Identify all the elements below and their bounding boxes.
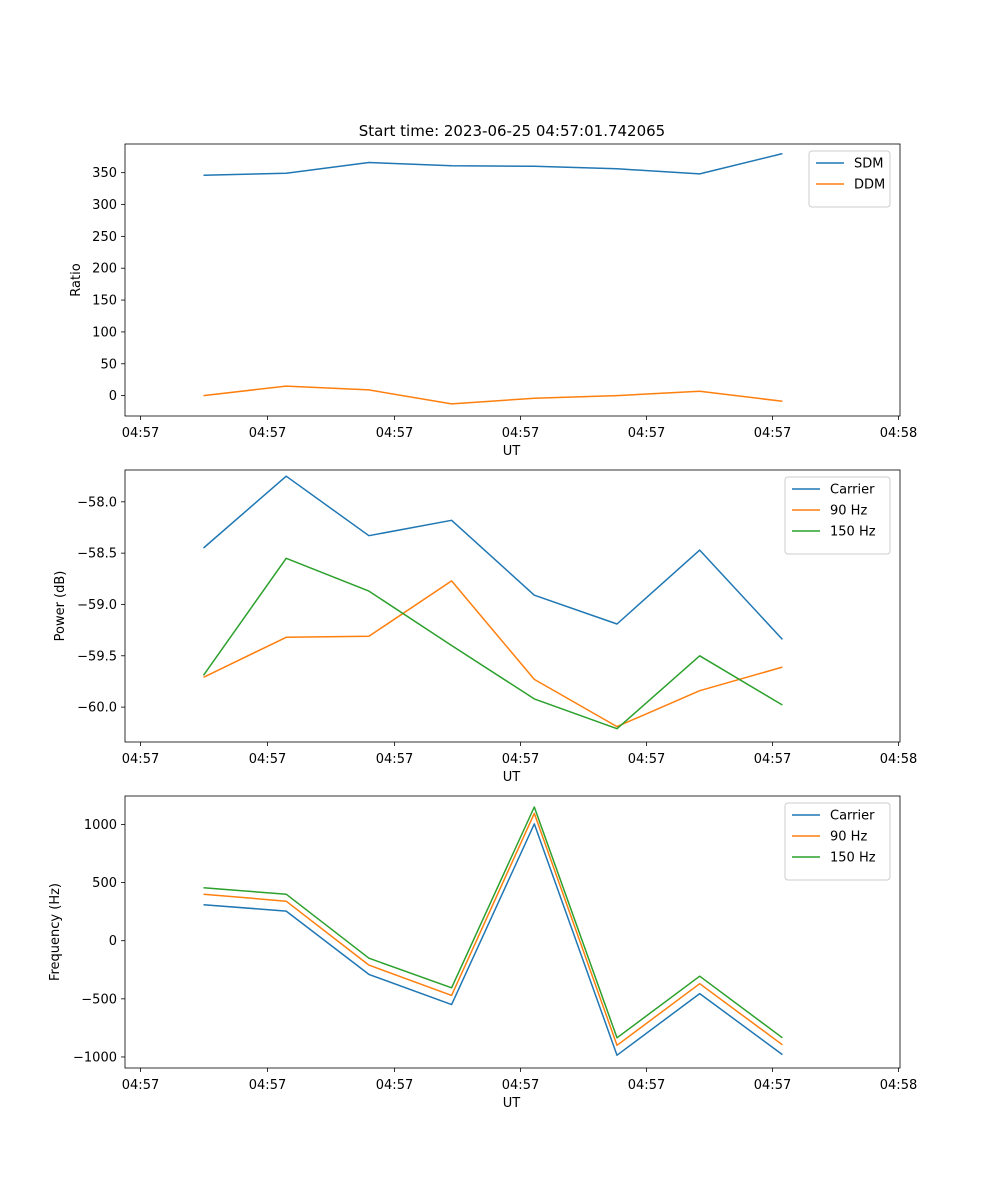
legend-frame	[784, 802, 891, 881]
x-tick-label: 04:57	[502, 426, 539, 441]
x-axis-label: UT	[503, 1096, 521, 1111]
x-tick-label: 04:57	[122, 426, 159, 441]
y-tick-label: −58.0	[77, 495, 117, 510]
series-line-150-hz	[202, 557, 783, 730]
y-tick-label: 300	[92, 198, 117, 213]
x-tick-label: 04:58	[880, 752, 917, 767]
legend-label: 150 Hz	[830, 525, 876, 540]
series-line-90-hz	[203, 812, 783, 1047]
x-tick-label: 04:57	[249, 752, 286, 767]
y-tick-label: −59.0	[77, 598, 117, 613]
x-tick-label: 04:58	[880, 426, 917, 441]
x-tick-label: 04:57	[376, 426, 413, 441]
y-tick-label: −60.0	[77, 701, 117, 716]
y-tick-label: 500	[92, 876, 117, 891]
y-tick-label: 100	[92, 325, 117, 340]
y-tick-label: 250	[92, 230, 117, 245]
subplot-3: −1000 −500 0 500 1000 04:57 04:57 04:57 04:57 04:…	[48, 795, 917, 1111]
y-tick-label: −1000	[73, 1050, 117, 1065]
x-tick-label: 04:57	[628, 752, 665, 767]
x-tick-label: 04:57	[249, 1078, 286, 1093]
legend-label: 90 Hz	[830, 830, 867, 845]
series-line-carrier	[203, 823, 783, 1056]
x-tick-label: 04:57	[502, 1078, 539, 1093]
x-tick-label: 04:58	[880, 1078, 917, 1093]
y-tick-label: 0	[109, 389, 117, 404]
legend: Carrier 90 Hz 150 Hz	[784, 476, 891, 555]
series-line-sdm	[203, 152, 783, 176]
x-tick-label: 04:57	[122, 1078, 159, 1093]
x-axis-label: UT	[503, 770, 521, 785]
x-tick-label: 04:57	[628, 426, 665, 441]
y-tick-label: −58.5	[77, 547, 117, 562]
y-tick-label: 1000	[84, 818, 117, 833]
y-axis-label: Power (dB)	[53, 571, 68, 642]
subplots: 0 50 100 150 200 250 300 350 04:57 04:57 04:57 04:5…	[48, 143, 917, 1111]
x-tick-label: 04:57	[754, 1078, 791, 1093]
legend-label: Carrier	[830, 809, 875, 824]
axes-frame	[124, 795, 901, 1069]
y-tick-label: 350	[92, 166, 117, 181]
series-line-90-hz	[203, 580, 783, 728]
x-tick-label: 04:57	[754, 426, 791, 441]
legend: Carrier 90 Hz 150 Hz	[784, 802, 891, 881]
legend: SDM DDM	[808, 150, 891, 208]
y-tick-label: −500	[81, 992, 117, 1007]
x-tick-label: 04:57	[122, 752, 159, 767]
legend-frame	[808, 150, 891, 208]
series-line-150-hz	[203, 806, 783, 1039]
x-tick-label: 04:57	[628, 1078, 665, 1093]
x-axis-label: UT	[503, 444, 521, 459]
x-tick-label: 04:57	[502, 752, 539, 767]
y-tick-label: 150	[92, 294, 117, 309]
x-tick-label: 04:57	[376, 752, 413, 767]
legend-label: 150 Hz	[830, 851, 876, 866]
figure-title: Start time: 2023-06-25 04:57:01.742065	[359, 122, 665, 140]
y-tick-label: 50	[100, 357, 117, 372]
legend-label: Carrier	[830, 483, 875, 498]
subplot-2: −60.0 −59.5 −59.0 −58.5 −58.0 04:57 04:57 04:57…	[53, 469, 917, 785]
series-line-carrier	[203, 475, 783, 640]
subplot-1: 0 50 100 150 200 250 300 350 04:57 04:57 04:57 04:5…	[69, 143, 917, 459]
legend-label: 90 Hz	[830, 504, 867, 519]
y-axis-label: Frequency (Hz)	[48, 883, 63, 981]
axes-frame	[124, 143, 901, 417]
y-axis-label: Ratio	[69, 263, 84, 296]
legend-frame	[784, 476, 891, 555]
legend-label: SDM	[854, 157, 883, 172]
y-tick-label: 0	[109, 934, 117, 949]
x-tick-label: 04:57	[376, 1078, 413, 1093]
x-tick-label: 04:57	[754, 752, 791, 767]
y-tick-label: −59.5	[77, 649, 117, 664]
x-tick-label: 04:57	[249, 426, 286, 441]
axes-frame	[124, 469, 901, 743]
legend-label: DDM	[854, 178, 885, 193]
y-tick-label: 200	[92, 262, 117, 277]
series-line-ddm	[203, 385, 783, 405]
